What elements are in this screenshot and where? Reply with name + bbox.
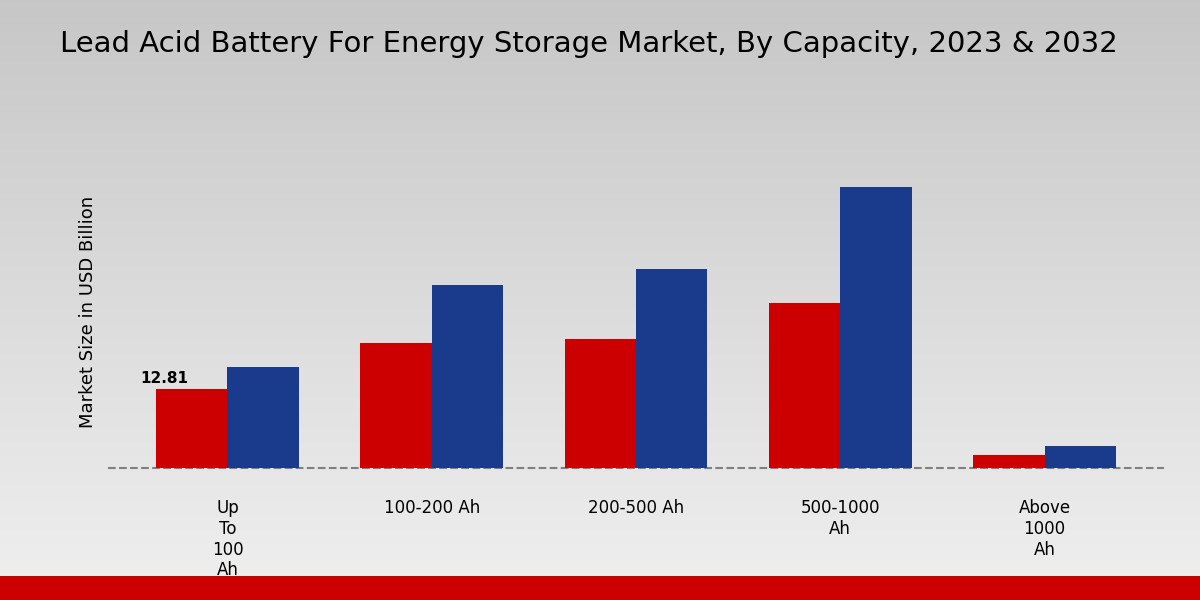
- Bar: [156, 389, 228, 467]
- Y-axis label: Market Size in USD Billion: Market Size in USD Billion: [79, 196, 97, 428]
- Text: 12.81: 12.81: [140, 371, 188, 386]
- Bar: [636, 269, 708, 467]
- Bar: [769, 303, 840, 467]
- Bar: [432, 284, 503, 467]
- Bar: [360, 343, 432, 467]
- Bar: [973, 455, 1044, 467]
- Bar: [1044, 446, 1116, 467]
- Text: Lead Acid Battery For Energy Storage Market, By Capacity, 2023 & 2032: Lead Acid Battery For Energy Storage Mar…: [60, 30, 1117, 58]
- Bar: [840, 187, 912, 467]
- Bar: [564, 340, 636, 467]
- Bar: [228, 367, 299, 467]
